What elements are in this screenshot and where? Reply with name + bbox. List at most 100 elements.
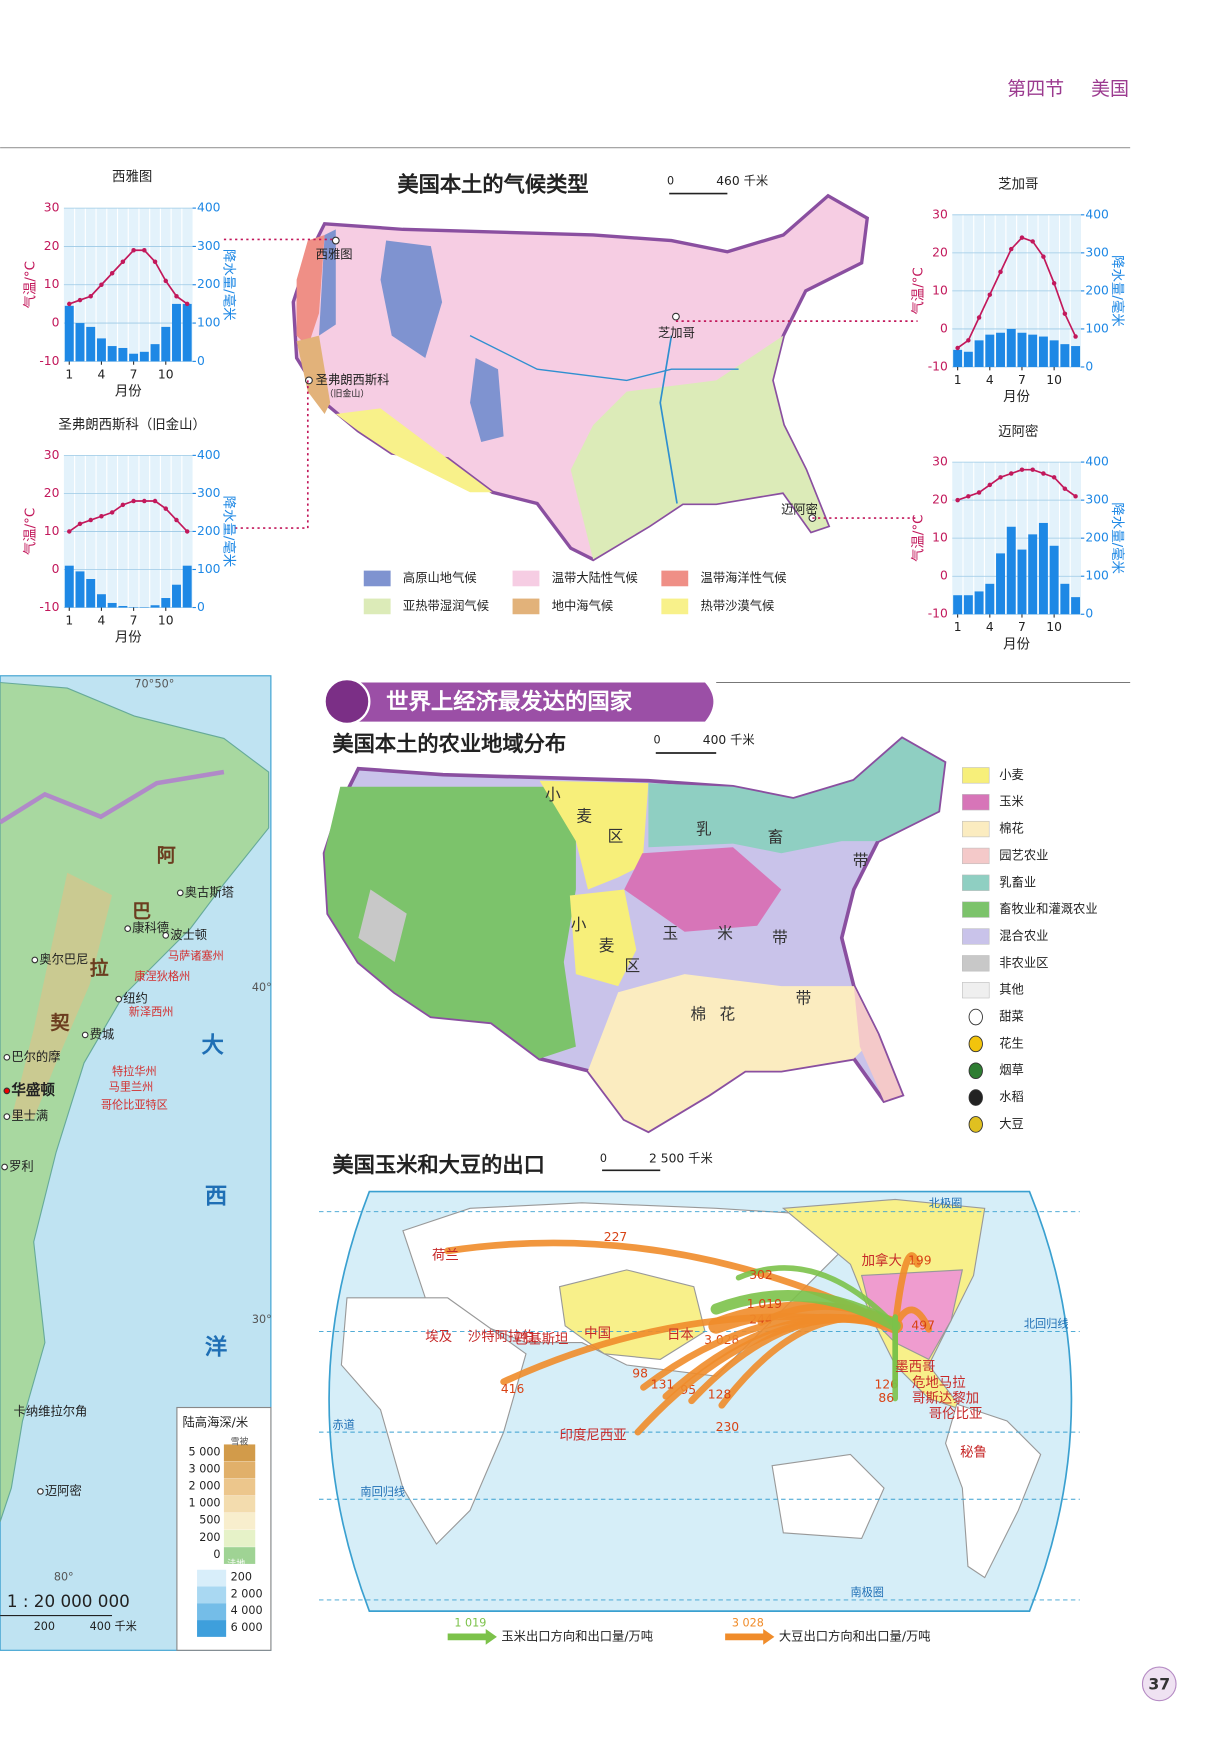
soybean-flow bbox=[891, 1252, 921, 1330]
range-label: 契 bbox=[49, 1011, 70, 1034]
scale-label: 0 bbox=[600, 1152, 607, 1165]
region-highland bbox=[380, 240, 443, 359]
precip-bar bbox=[1071, 597, 1081, 615]
temp-point bbox=[174, 517, 179, 523]
region-highland bbox=[319, 229, 336, 336]
precip-tick: 100 bbox=[1085, 569, 1108, 583]
depth-swatch bbox=[197, 1586, 227, 1604]
precip-bar bbox=[1006, 526, 1016, 615]
scale-ratio: 1 : 20 000 000 bbox=[7, 1591, 130, 1611]
temp-tick: 10 bbox=[932, 531, 948, 545]
region-label: 玉 bbox=[662, 924, 678, 943]
flow-amount: 199 bbox=[908, 1253, 931, 1267]
chart-title: 芝加哥 bbox=[998, 177, 1038, 193]
flow-amount: 230 bbox=[716, 1420, 739, 1434]
region-label: 小 bbox=[545, 785, 561, 804]
x-axis-label: 月份 bbox=[1003, 389, 1030, 405]
city-label: 迈阿密 bbox=[781, 502, 818, 517]
precip-bar bbox=[1028, 334, 1038, 367]
temp-point bbox=[152, 259, 158, 264]
latitude-label: 北极圈 bbox=[929, 1196, 963, 1210]
depth-tick: 200 bbox=[231, 1571, 252, 1584]
city-label: 波士顿 bbox=[170, 928, 207, 942]
city-label: 西雅图 bbox=[316, 247, 353, 262]
precip-tick: 100 bbox=[1085, 321, 1108, 335]
temp-point bbox=[955, 497, 960, 503]
temp-tick: 20 bbox=[44, 239, 60, 253]
precip-bar bbox=[1017, 549, 1027, 615]
country-label: 加拿大 bbox=[862, 1252, 902, 1269]
temp-tick: -10 bbox=[39, 600, 59, 614]
precip-bar bbox=[64, 305, 74, 362]
state-label: 康涅狄格州 bbox=[134, 969, 190, 983]
legend-label: 小麦 bbox=[999, 768, 1024, 782]
precip-bar bbox=[985, 334, 995, 367]
page-number: 37 bbox=[1148, 1674, 1170, 1693]
city-dot bbox=[3, 1087, 11, 1095]
elevation-tick: 1 000 bbox=[189, 1497, 221, 1510]
region-label: 花 bbox=[720, 1004, 736, 1023]
latitude-label: 北回归线 bbox=[1024, 1317, 1069, 1331]
region-ranching bbox=[324, 786, 576, 1059]
scale-label: 0 bbox=[667, 174, 674, 187]
legend-amount: 1 019 bbox=[454, 1616, 486, 1629]
legend-icon bbox=[968, 1008, 983, 1026]
month-tick-label: 1 bbox=[954, 620, 962, 634]
elevation-swatch bbox=[223, 1547, 256, 1564]
temp-point bbox=[1019, 467, 1025, 472]
ocean-label: 西 bbox=[205, 1184, 227, 1210]
chapter: 第四节 bbox=[1007, 78, 1064, 100]
month-tick-label: 7 bbox=[130, 367, 138, 381]
precip-bar bbox=[172, 303, 181, 362]
connector bbox=[235, 380, 309, 529]
flow-amount: 416 bbox=[501, 1382, 525, 1396]
precip-bar bbox=[161, 598, 171, 608]
temp-point bbox=[120, 259, 126, 264]
region-dairy bbox=[648, 738, 945, 854]
temp-point bbox=[1030, 239, 1035, 244]
temp-point bbox=[987, 482, 993, 488]
temp-tick: 30 bbox=[932, 207, 948, 221]
temp-point bbox=[1041, 471, 1046, 476]
temp-tick: 20 bbox=[44, 486, 60, 500]
temp-point bbox=[88, 517, 93, 523]
temp-point bbox=[998, 269, 1003, 275]
map-title: 美国本土的农业地域分布 bbox=[332, 731, 566, 757]
elevation-swatch bbox=[223, 1444, 256, 1462]
state-label: 特拉华州 bbox=[112, 1064, 157, 1078]
x-axis-label: 月份 bbox=[1003, 636, 1030, 652]
temp-point bbox=[184, 529, 190, 534]
legend-arrow bbox=[447, 1629, 497, 1645]
elevation-swatch bbox=[223, 1478, 256, 1496]
degree-label: 30° bbox=[252, 1313, 272, 1326]
precip-bar bbox=[1038, 336, 1048, 367]
state-label: 新泽西州 bbox=[129, 1005, 174, 1019]
elevation-tick: 2 000 bbox=[189, 1480, 221, 1493]
month-tick-label: 1 bbox=[65, 367, 73, 381]
latitude-label: 南极圈 bbox=[850, 1585, 884, 1599]
temp-point bbox=[131, 248, 136, 253]
banner-globe bbox=[323, 678, 371, 726]
range-label: 巴 bbox=[132, 900, 151, 922]
temp-tick: 0 bbox=[940, 569, 948, 583]
region-desert bbox=[335, 408, 493, 493]
temp-point bbox=[109, 271, 115, 276]
x-axis-label: 月份 bbox=[115, 630, 142, 646]
land-australia bbox=[771, 1453, 885, 1540]
legend-label: 地中海气候 bbox=[552, 598, 614, 613]
legend-icon bbox=[968, 1035, 983, 1053]
precip-bar bbox=[107, 602, 117, 608]
temp-point bbox=[67, 529, 72, 534]
city-dot bbox=[37, 1488, 44, 1495]
latitude-label: 南回归线 bbox=[360, 1485, 405, 1499]
depth-swatch bbox=[197, 1569, 227, 1587]
agri-map bbox=[322, 736, 947, 1134]
precip-bar bbox=[107, 346, 117, 362]
city-label: 迈阿密 bbox=[45, 1483, 82, 1498]
temp-point bbox=[152, 498, 158, 504]
city-label: 圣弗朗西斯科 bbox=[316, 373, 390, 387]
precip-tick: 400 bbox=[197, 201, 220, 215]
city-dot bbox=[3, 1053, 11, 1061]
legend-label: 非农业区 bbox=[999, 956, 1048, 970]
